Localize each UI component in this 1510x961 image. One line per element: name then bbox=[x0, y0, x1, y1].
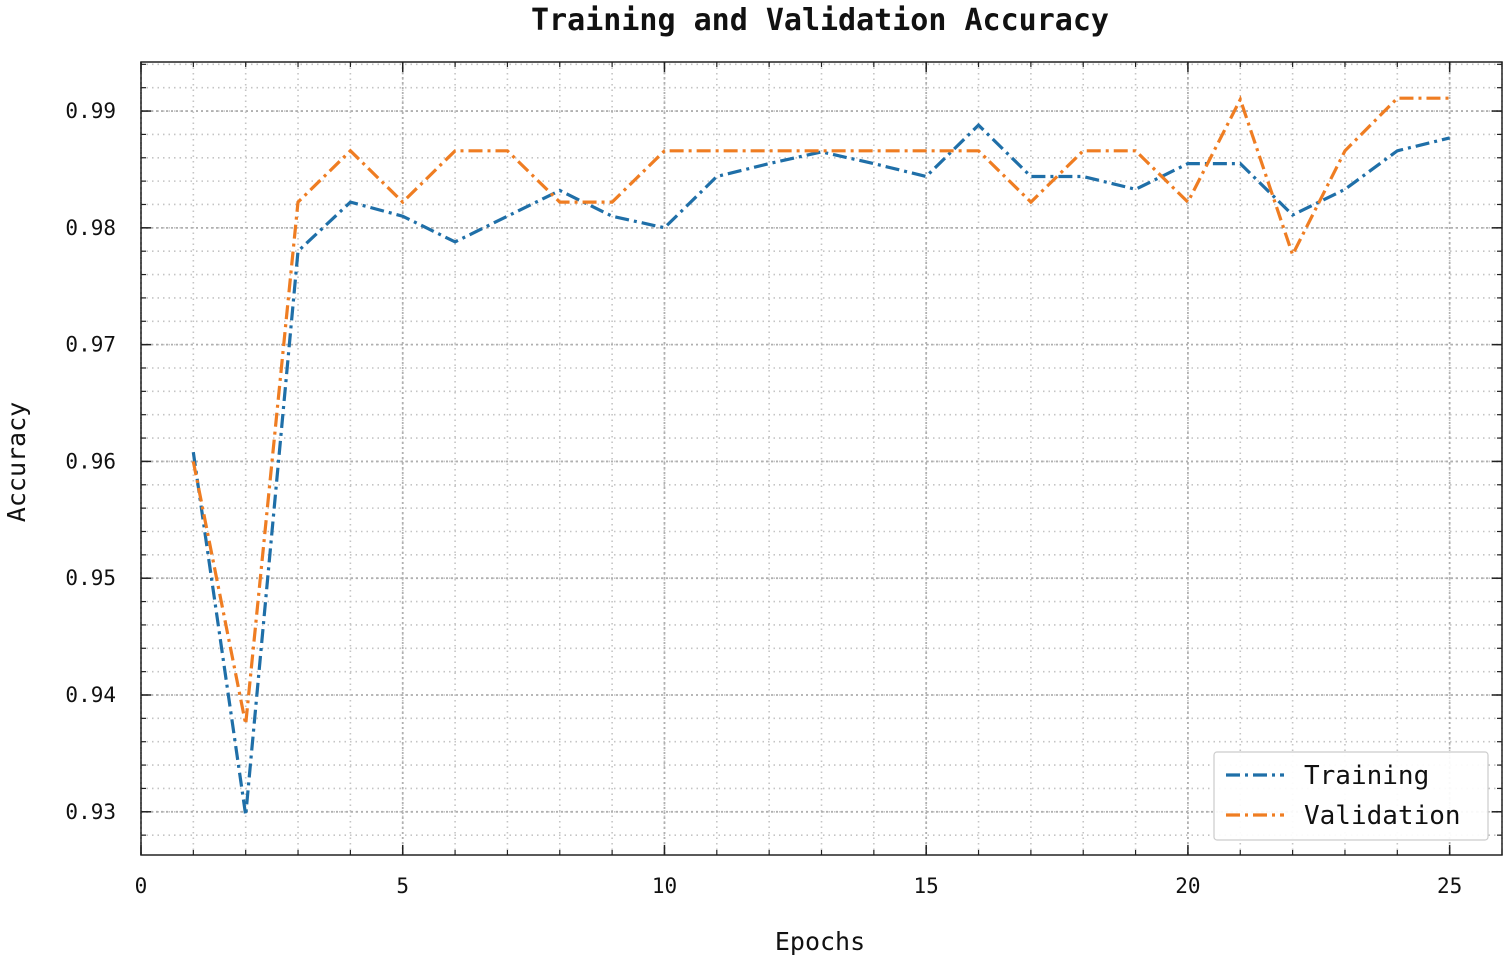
series-lines bbox=[191, 95, 1451, 816]
y-tick-label: 0.99 bbox=[65, 99, 116, 123]
series-line-training bbox=[191, 122, 1451, 816]
legend-label-training: Training bbox=[1304, 761, 1429, 791]
x-tick-label: 25 bbox=[1437, 874, 1462, 898]
x-axis-label: Epochs bbox=[775, 927, 865, 956]
legend-label-validation: Validation bbox=[1304, 801, 1461, 831]
x-tick-label: 0 bbox=[135, 874, 148, 898]
legend: Training Validation bbox=[1213, 751, 1489, 841]
grid bbox=[140, 62, 1503, 855]
y-tick-label: 0.93 bbox=[65, 800, 116, 824]
series-line-validation bbox=[191, 95, 1450, 725]
y-tick-label: 0.95 bbox=[65, 566, 116, 590]
axis-ticks: 0 5 10 15 20 25 0.93 0.94 0.95 0.96 0.97 0.98 0.99 bbox=[65, 62, 1503, 898]
y-axis-label: Accuracy bbox=[2, 402, 31, 522]
y-tick-label: 0.98 bbox=[65, 216, 116, 240]
y-tick-label: 0.97 bbox=[65, 333, 116, 357]
chart-title: Training and Validation Accuracy bbox=[531, 3, 1109, 38]
y-tick-label: 0.94 bbox=[65, 683, 116, 707]
x-tick-label: 5 bbox=[396, 874, 409, 898]
y-tick-label: 0.96 bbox=[65, 449, 116, 473]
x-tick-label: 10 bbox=[652, 874, 677, 898]
x-tick-label: 15 bbox=[914, 874, 939, 898]
x-tick-label: 20 bbox=[1175, 874, 1200, 898]
